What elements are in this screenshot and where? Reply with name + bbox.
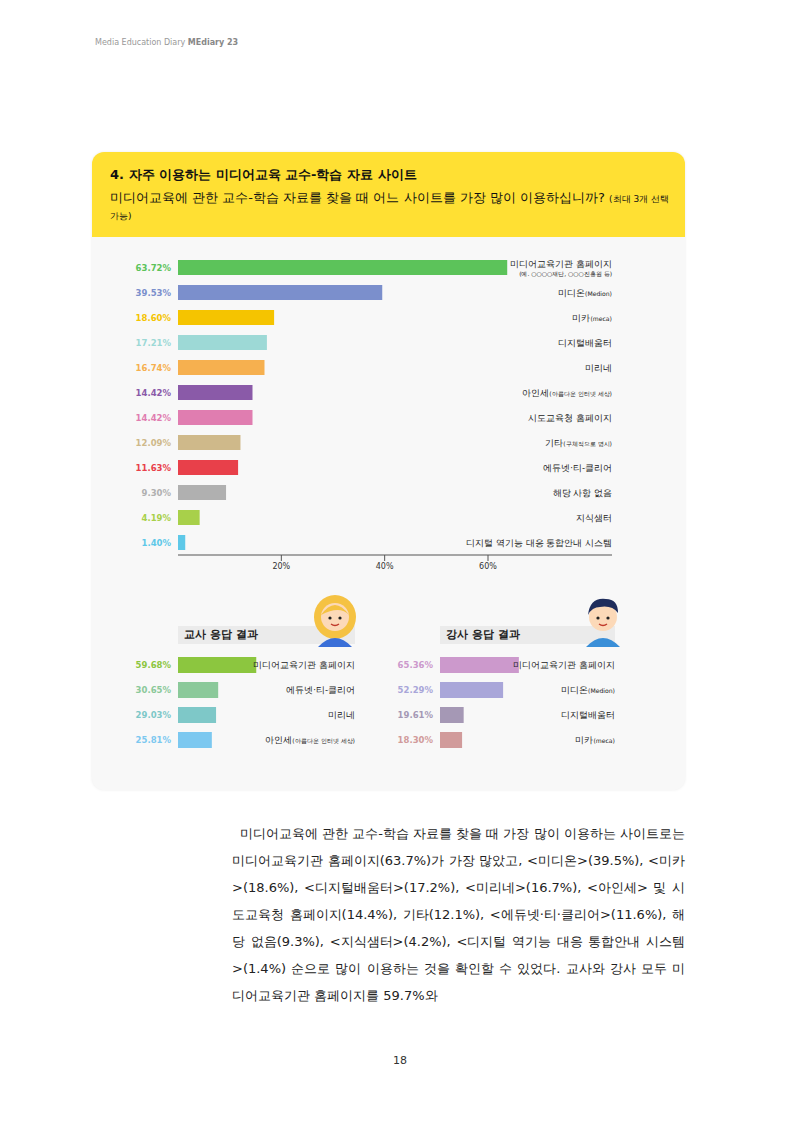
- svg-text:미디온(Medion): 미디온(Medion): [561, 685, 615, 695]
- svg-text:에듀넷·티-클리어: 에듀넷·티-클리어: [543, 463, 612, 473]
- svg-text:39.53%: 39.53%: [136, 288, 172, 298]
- svg-text:52.29%: 52.29%: [398, 685, 434, 695]
- svg-text:디지털배움터: 디지털배움터: [561, 710, 615, 720]
- svg-text:14.42%: 14.42%: [136, 388, 172, 398]
- svg-text:미디어교육기관 홈페이지: 미디어교육기관 홈페이지: [253, 660, 355, 670]
- svg-text:30.65%: 30.65%: [136, 685, 172, 695]
- svg-text:29.03%: 29.03%: [136, 710, 172, 720]
- svg-text:16.74%: 16.74%: [136, 363, 172, 373]
- html-text:Media Education Diary MEdiary: Media Education Diary MEdiary 23: [95, 38, 239, 47]
- svg-text:지식샘터: 지식샘터: [576, 513, 612, 523]
- svg-text:디지털배움터: 디지털배움터: [558, 338, 612, 348]
- svg-text:미리네: 미리네: [585, 363, 612, 373]
- html-text:미디어교육에 관한 교수-학습 자료를 찾을 때 가장 많이: 미디어교육에 관한 교수-학습 자료를 찾을 때 가장 많이 이용하는 사이트로…: [232, 826, 685, 1003]
- svg-text:해당 사항 없음: 해당 사항 없음: [553, 488, 612, 498]
- svg-text:미디어교육기관 홈페이지: 미디어교육기관 홈페이지: [513, 660, 615, 670]
- svg-text:디지털 역기능 대응 통합안내 시스템: 디지털 역기능 대응 통합안내 시스템: [466, 538, 612, 548]
- svg-text:아인세(아름다운 인터넷 세상): 아인세(아름다운 인터넷 세상): [265, 735, 355, 745]
- html-text:미디어교육에 관한 교수-학습 자료를 찾을 때 어느 사이: 미디어교육에 관한 교수-학습 자료를 찾을 때 어느 사이트를 가장 많이 이…: [110, 190, 669, 221]
- svg-text:17.21%: 17.21%: [136, 338, 172, 348]
- html-text:4. 자주 이용하는 미디어교육 교수-학습 자료 사이트: 4. 자주 이용하는 미디어교육 교수-학습 자료 사이트: [110, 167, 417, 182]
- svg-text:4.19%: 4.19%: [142, 513, 172, 523]
- svg-text:아인세(아름다운 인터넷 세상): 아인세(아름다운 인터넷 세상): [522, 388, 612, 398]
- svg-text:(예. ○○○○재단, ○○○진흥원 등): (예. ○○○○재단, ○○○진흥원 등): [519, 270, 612, 277]
- svg-text:18.60%: 18.60%: [136, 313, 172, 323]
- svg-text:에듀넷·티-클리어: 에듀넷·티-클리어: [286, 685, 355, 695]
- svg-text:59.68%: 59.68%: [136, 660, 172, 670]
- svg-text:25.81%: 25.81%: [136, 735, 172, 745]
- svg-text:19.61%: 19.61%: [398, 710, 434, 720]
- svg-text:20%: 20%: [272, 562, 290, 571]
- svg-text:63.72%: 63.72%: [136, 263, 172, 273]
- svg-text:40%: 40%: [376, 562, 394, 571]
- svg-text:시도교육청 홈페이지: 시도교육청 홈페이지: [528, 413, 612, 423]
- html-text:강사 응답 결과: 강사 응답 결과: [446, 628, 520, 641]
- svg-text:60%: 60%: [479, 562, 497, 571]
- html-text:교사 응답 결과: 교사 응답 결과: [184, 628, 258, 641]
- svg-text:65.36%: 65.36%: [398, 660, 434, 670]
- svg-text:18.30%: 18.30%: [398, 735, 434, 745]
- svg-text:미디어교육기관 홈페이지: 미디어교육기관 홈페이지: [510, 259, 612, 269]
- html-text:18: 18: [393, 1054, 407, 1067]
- svg-text:1.40%: 1.40%: [142, 538, 172, 548]
- svg-text:미카(meca): 미카(meca): [572, 313, 612, 323]
- svg-text:기타(구체적으로 명시): 기타(구체적으로 명시): [545, 438, 612, 448]
- svg-text:12.09%: 12.09%: [136, 438, 172, 448]
- svg-text:미디온(Medion): 미디온(Medion): [558, 288, 612, 298]
- svg-text:미리네: 미리네: [328, 710, 355, 720]
- svg-text:미카(meca): 미카(meca): [575, 735, 615, 745]
- svg-text:11.63%: 11.63%: [136, 463, 172, 473]
- svg-text:9.30%: 9.30%: [142, 488, 172, 498]
- svg-text:14.42%: 14.42%: [136, 413, 172, 423]
